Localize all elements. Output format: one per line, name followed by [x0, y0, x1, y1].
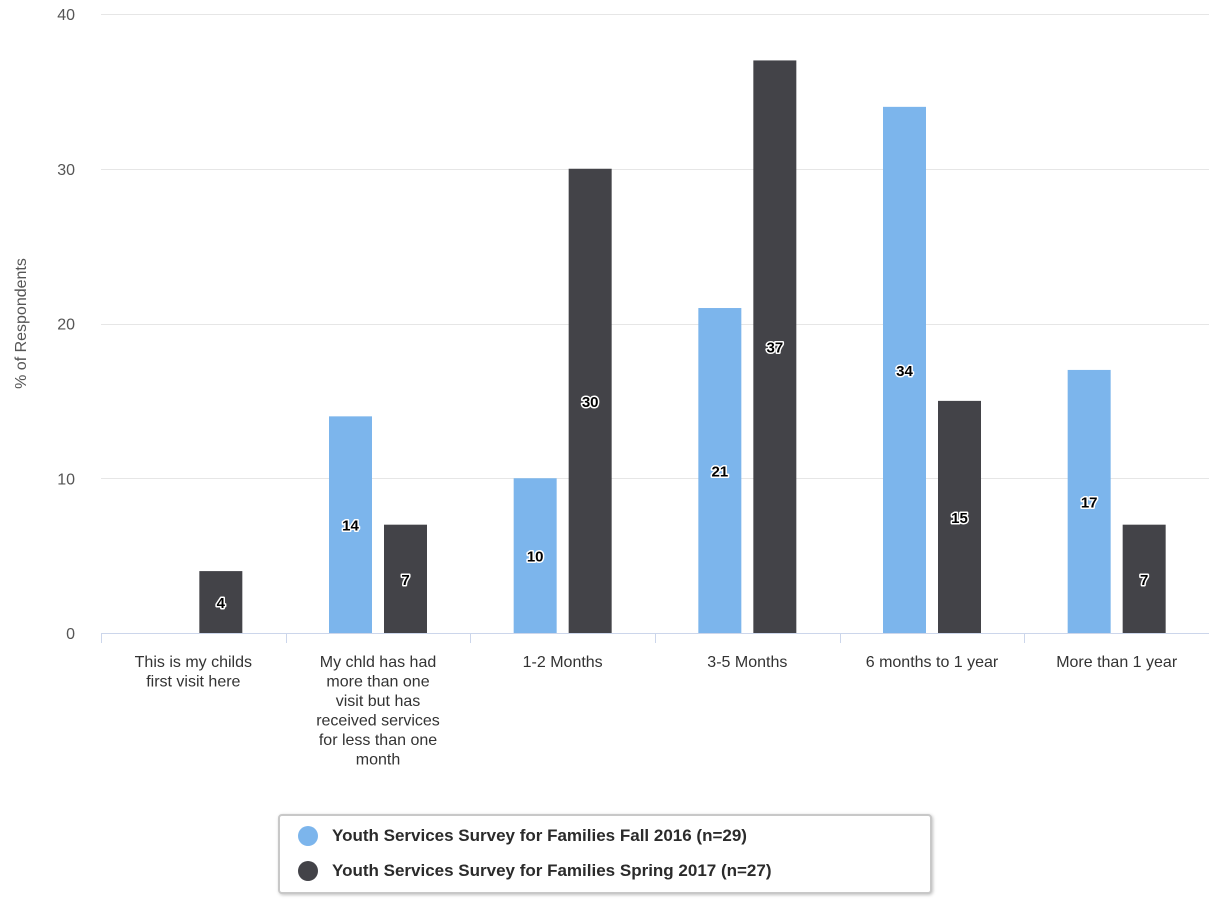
bar[interactable]	[883, 106, 926, 634]
legend-label-series-1: Youth Services Survey for Families Sprin…	[332, 861, 772, 880]
x-tick-label: My chld has had more than one visit but ha…	[316, 654, 440, 769]
legend-marker-series-1	[298, 861, 318, 881]
data-label: 4	[217, 595, 226, 612]
bar[interactable]	[329, 416, 372, 633]
data-label: 7	[401, 572, 409, 589]
bar[interactable]	[384, 524, 427, 633]
data-label: 21	[711, 464, 728, 481]
legend: Youth Services Survey for Families Fall …	[278, 814, 932, 894]
x-tick-label: 3-5 Months	[707, 654, 787, 671]
data-label: 37	[766, 340, 783, 357]
bar[interactable]	[199, 571, 243, 633]
data-label: 30	[582, 394, 599, 411]
x-tick-label: 1-2 Months	[523, 654, 603, 671]
bar[interactable]	[938, 400, 981, 633]
x-tick-label: This is my childs first visit here	[135, 654, 252, 691]
bar[interactable]	[698, 308, 742, 633]
legend-item-series-0[interactable]: Youth Services Survey for Families Fall …	[298, 826, 747, 846]
x-tick-label: 6 months to 1 year	[866, 654, 999, 671]
y-axis-title: % of Respondents	[13, 258, 30, 389]
y-tick-label: 0	[66, 626, 75, 643]
bar[interactable]	[1067, 369, 1111, 633]
legend-item-series-1[interactable]: Youth Services Survey for Families Sprin…	[298, 861, 772, 881]
data-label: 17	[1081, 494, 1098, 511]
data-label: 34	[896, 363, 913, 380]
data-label: 10	[527, 549, 544, 566]
y-tick-label: 30	[57, 162, 75, 179]
legend-label-series-0: Youth Services Survey for Families Fall …	[332, 826, 747, 845]
data-label: 7	[1140, 572, 1148, 589]
legend-marker-series-0	[298, 826, 318, 846]
y-tick-label: 10	[57, 471, 75, 488]
y-tick-label: 40	[57, 7, 75, 24]
bar[interactable]	[568, 168, 612, 633]
bar[interactable]	[513, 478, 557, 633]
x-tick-label: More than 1 year	[1056, 654, 1178, 671]
y-tick-label: 20	[57, 317, 75, 334]
bar[interactable]	[753, 60, 797, 634]
data-label: 15	[951, 510, 968, 527]
bar[interactable]	[1122, 524, 1166, 633]
data-label: 14	[342, 518, 359, 535]
